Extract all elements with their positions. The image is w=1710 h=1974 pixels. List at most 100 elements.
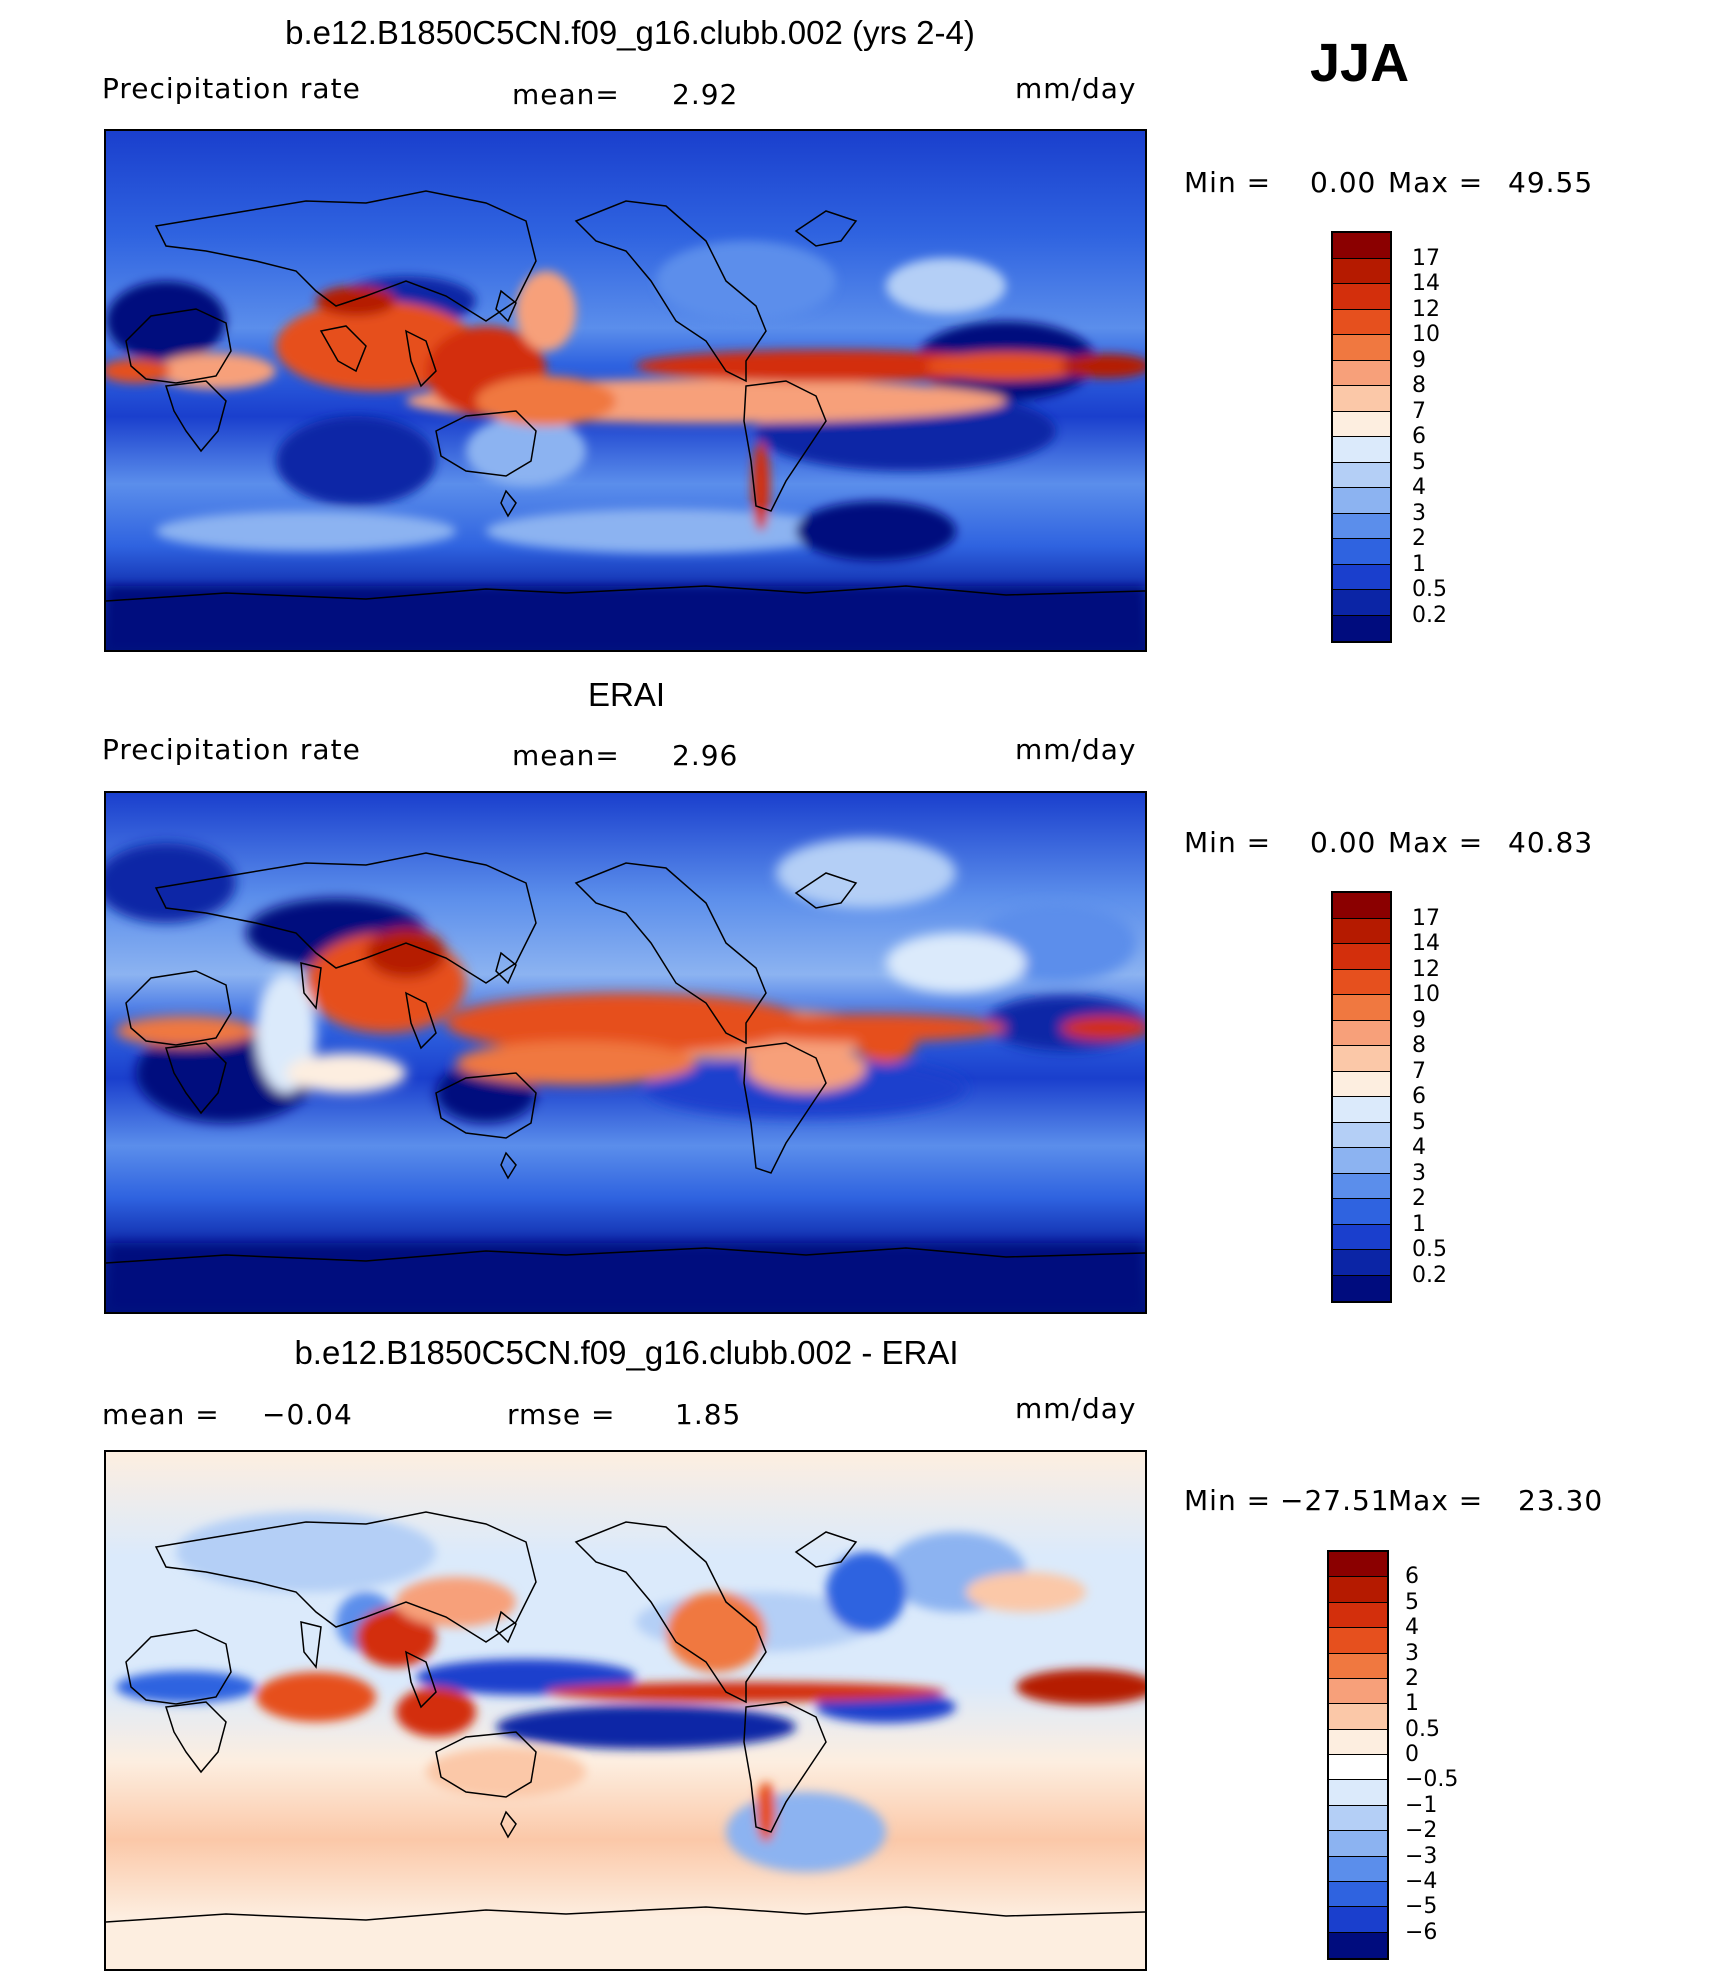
colorbar-tick-label: 9 [1412,347,1426,373]
colorbar-segment [1333,437,1390,463]
panel-1-min-value: 0.00 [1310,166,1377,199]
colorbar-tick-label: 1 [1412,551,1426,577]
colorbar-segment [1329,1628,1387,1654]
panel-2-max-value: 40.83 [1508,826,1594,859]
panel-3-map [104,1450,1147,1971]
colorbar-segment [1333,1148,1390,1174]
colorbar-segment [1333,615,1390,641]
colorbar-segment [1329,1729,1387,1755]
panel-3-max-label: Max = [1388,1484,1484,1517]
colorbar-tick-label: 3 [1412,500,1426,526]
colorbar-segment [1333,564,1390,590]
colorbar-segment [1329,1704,1387,1730]
panel-2-mean-value: 2.96 [672,739,739,772]
panel-3-min-label: Min = [1184,1484,1272,1517]
colorbar-tick-label: 4 [1405,1615,1419,1641]
colorbar-segment [1333,539,1390,565]
colorbar-tick-label: −5 [1405,1894,1438,1920]
colorbar-tick-label: 2 [1412,526,1426,551]
colorbar-tick-label: 10 [1412,982,1440,1007]
colorbar-tick-label: 7 [1412,1058,1426,1084]
colorbar-segment [1333,1097,1390,1123]
colorbar-segment [1333,969,1390,995]
colorbar-segment [1333,1122,1390,1148]
panel-1-units: mm/day [1015,72,1137,105]
colorbar-segment [1333,1020,1390,1046]
colorbar-tick-label: 2 [1412,1186,1426,1211]
colorbar-tick-label: 5 [1412,1109,1426,1135]
colorbar-tick-label: 0.5 [1405,1716,1440,1742]
colorbar-segment [1329,1577,1387,1603]
colorbar-tick-label: 3 [1412,1160,1426,1186]
colorbar-segment [1333,513,1390,539]
colorbar-tick-label: 12 [1412,956,1440,982]
colorbar-tick-label: 10 [1412,322,1440,347]
colorbar-segment [1333,335,1390,361]
colorbar-tick-label: 1 [1412,1211,1426,1237]
panel-3-mean-label: mean = [102,1398,220,1431]
colorbar-segment [1333,360,1390,386]
panel-2-title: ERAI [587,676,666,713]
colorbar-tick-label: 0.2 [1412,1262,1447,1288]
panel-1-min-label: Min = [1184,166,1272,199]
season-label: JJA [1310,33,1410,93]
panel-1-title: b.e12.B1850C5CN.f09_g16.clubb.002 (yrs 2… [285,14,975,51]
panel-3-units: mm/day [1015,1392,1137,1425]
colorbar-tick-label: 17 [1412,245,1440,271]
colorbar-tick-label: −0.5 [1405,1767,1459,1793]
colorbar-segment [1329,1780,1387,1806]
panel-1-mean-value: 2.92 [672,78,739,111]
colorbar-tick-label: 2 [1405,1665,1419,1691]
colorbar-segment [1329,1805,1387,1832]
panel-2-min-value: 0.00 [1310,826,1377,859]
colorbar-segment [1333,1275,1390,1301]
colorbar-tick-label: 6 [1405,1564,1419,1590]
colorbar-segment [1333,893,1390,919]
panel-2-units: mm/day [1015,733,1137,766]
colorbar-segment [1333,258,1390,284]
colorbar-segment [1329,1755,1387,1781]
colorbar-segment [1333,309,1390,335]
colorbar-segment [1329,1856,1387,1882]
panel-1-mean-label: mean= [512,78,620,111]
panel-1-variable-label: Precipitation rate [102,72,361,105]
colorbar-tick-label: 6 [1412,424,1426,449]
colorbar-segment [1333,918,1390,944]
colorbar-segment [1329,1552,1387,1578]
colorbar-segment [1333,411,1390,437]
colorbar-segment [1333,1046,1390,1072]
panel-1-max-value: 49.55 [1508,166,1594,199]
colorbar-tick-label: 0.5 [1412,577,1447,602]
colorbar-tick-label: 0 [1405,1742,1419,1767]
panel-2-max-label: Max = [1388,826,1484,859]
colorbar-tick-label: −6 [1405,1919,1438,1945]
panel-3-title: b.e12.B1850C5CN.f09_g16.clubb.002 - ERAI [294,1334,959,1371]
colorbar-tick-label: 4 [1412,475,1426,500]
colorbar-tick-label: 9 [1412,1007,1426,1033]
panel-2-mean-label: mean= [512,739,620,772]
colorbar-tick-label: 14 [1412,931,1440,956]
colorbar-tick-label: −4 [1405,1868,1438,1894]
colorbar-segment [1333,1173,1390,1199]
colorbar-tick-label: 8 [1412,373,1426,398]
panel-2-min-label: Min = [1184,826,1272,859]
panel-3-rmse-value: 1.85 [675,1398,742,1431]
colorbar-tick-label: 7 [1412,398,1426,424]
colorbar-segment [1333,995,1390,1021]
colorbar-segment [1333,944,1390,970]
colorbar-tick-label: 12 [1412,296,1440,322]
colorbar-tick-label: 5 [1405,1589,1419,1615]
panel-2-variable-label: Precipitation rate [102,733,361,766]
colorbar-segment [1333,462,1390,488]
colorbar-tick-label: 4 [1412,1135,1426,1160]
panel-3-rmse-label: rmse = [507,1398,616,1431]
colorbar-segment [1333,233,1390,259]
colorbar-tick-label: 17 [1412,905,1440,931]
panel-1-colorbar [1331,231,1392,643]
colorbar-segment [1329,1602,1387,1629]
panel-3-min-value: −27.51 [1280,1484,1390,1517]
colorbar-tick-label: 0.2 [1412,602,1447,628]
colorbar-segment [1333,1224,1390,1250]
colorbar-tick-label: 6 [1412,1084,1426,1109]
colorbar-segment [1329,1653,1387,1679]
